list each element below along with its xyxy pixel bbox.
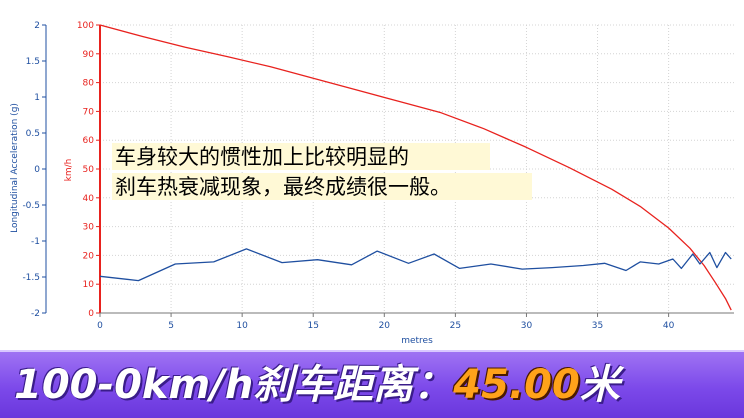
speed-tick-label-1: 10	[83, 280, 95, 290]
result-banner: 100-0km/h刹车距离：45.00米	[0, 350, 744, 418]
left-tick-label-1: -1.5	[22, 273, 40, 283]
speed-tick-label-6: 60	[83, 136, 95, 146]
x-tick-label-6: 30	[521, 321, 533, 331]
x-tick-label-5: 25	[450, 321, 461, 331]
series-layer	[99, 24, 732, 311]
left-tick-label-0: -2	[31, 309, 40, 319]
left-axis-label: Longitudinal Acceleration (g)	[10, 103, 20, 233]
x-tick-label-4: 20	[379, 321, 391, 331]
speed-tick-label-2: 20	[83, 251, 95, 261]
annotation-highlight-1	[112, 143, 490, 170]
left-tick-label-6: 1	[34, 93, 40, 103]
speed-tick-label-9: 90	[83, 50, 95, 60]
speed-tick-label-7: 70	[83, 107, 95, 117]
x-tick-label-8: 40	[663, 321, 675, 331]
left-tick-label-5: 0.5	[26, 129, 40, 139]
speed-tick-label-4: 40	[83, 194, 95, 204]
annotation: 车身较大的惯性加上比较明显的 刹车热衰减现象，最终成绩很一般。	[112, 143, 532, 200]
left-tick-label-8: 2	[34, 21, 40, 31]
speed-axis-label: km/h	[64, 159, 74, 182]
annotation-line-1: 车身较大的惯性加上比较明显的	[115, 145, 409, 169]
left-tick-label-4: 0	[34, 165, 40, 175]
x-tick-label-3: 15	[308, 321, 319, 331]
braking-chart: -2-1.5-1-0.500.511.52 010203040506070809…	[10, 21, 734, 346]
x-tick-label-0: 0	[97, 321, 103, 331]
annotation-highlight-2	[112, 173, 532, 200]
left-tick-label-7: 1.5	[26, 57, 40, 67]
x-tick-label-7: 35	[592, 321, 603, 331]
x-axis-ticks: 0 5 10 15 20 25 30 35 40	[97, 313, 675, 331]
acceleration-series-line	[99, 248, 732, 282]
x-tick-label-2: 10	[236, 321, 248, 331]
x-tick-label-1: 5	[168, 321, 174, 331]
speed-tick-label-3: 30	[83, 223, 95, 233]
speed-tick-label-5: 50	[83, 165, 95, 175]
x-axis-label: metres	[401, 336, 433, 346]
banner-prefix: 100-0km/h刹车距离：	[14, 362, 454, 408]
left-axis-ticks: -2 -1.5 -1 -0.5 0 0.5 1 1.5 2	[22, 21, 46, 319]
braking-distance-value: 45.00	[453, 362, 580, 408]
annotation-line-2: 刹车热衰减现象，最终成绩很一般。	[115, 175, 451, 199]
banner-text: 100-0km/h刹车距离：45.00米	[14, 360, 620, 410]
speed-tick-label-0: 0	[88, 309, 94, 319]
speed-tick-label-10: 100	[77, 21, 94, 31]
banner-unit: 米	[579, 362, 620, 408]
left-tick-label-2: -1	[31, 237, 40, 247]
speed-axis-ticks: 0 10 20 30 40 50 60 70 80 90 100	[77, 21, 100, 319]
left-tick-label-3: -0.5	[22, 201, 40, 211]
speed-tick-label-8: 80	[83, 79, 95, 89]
